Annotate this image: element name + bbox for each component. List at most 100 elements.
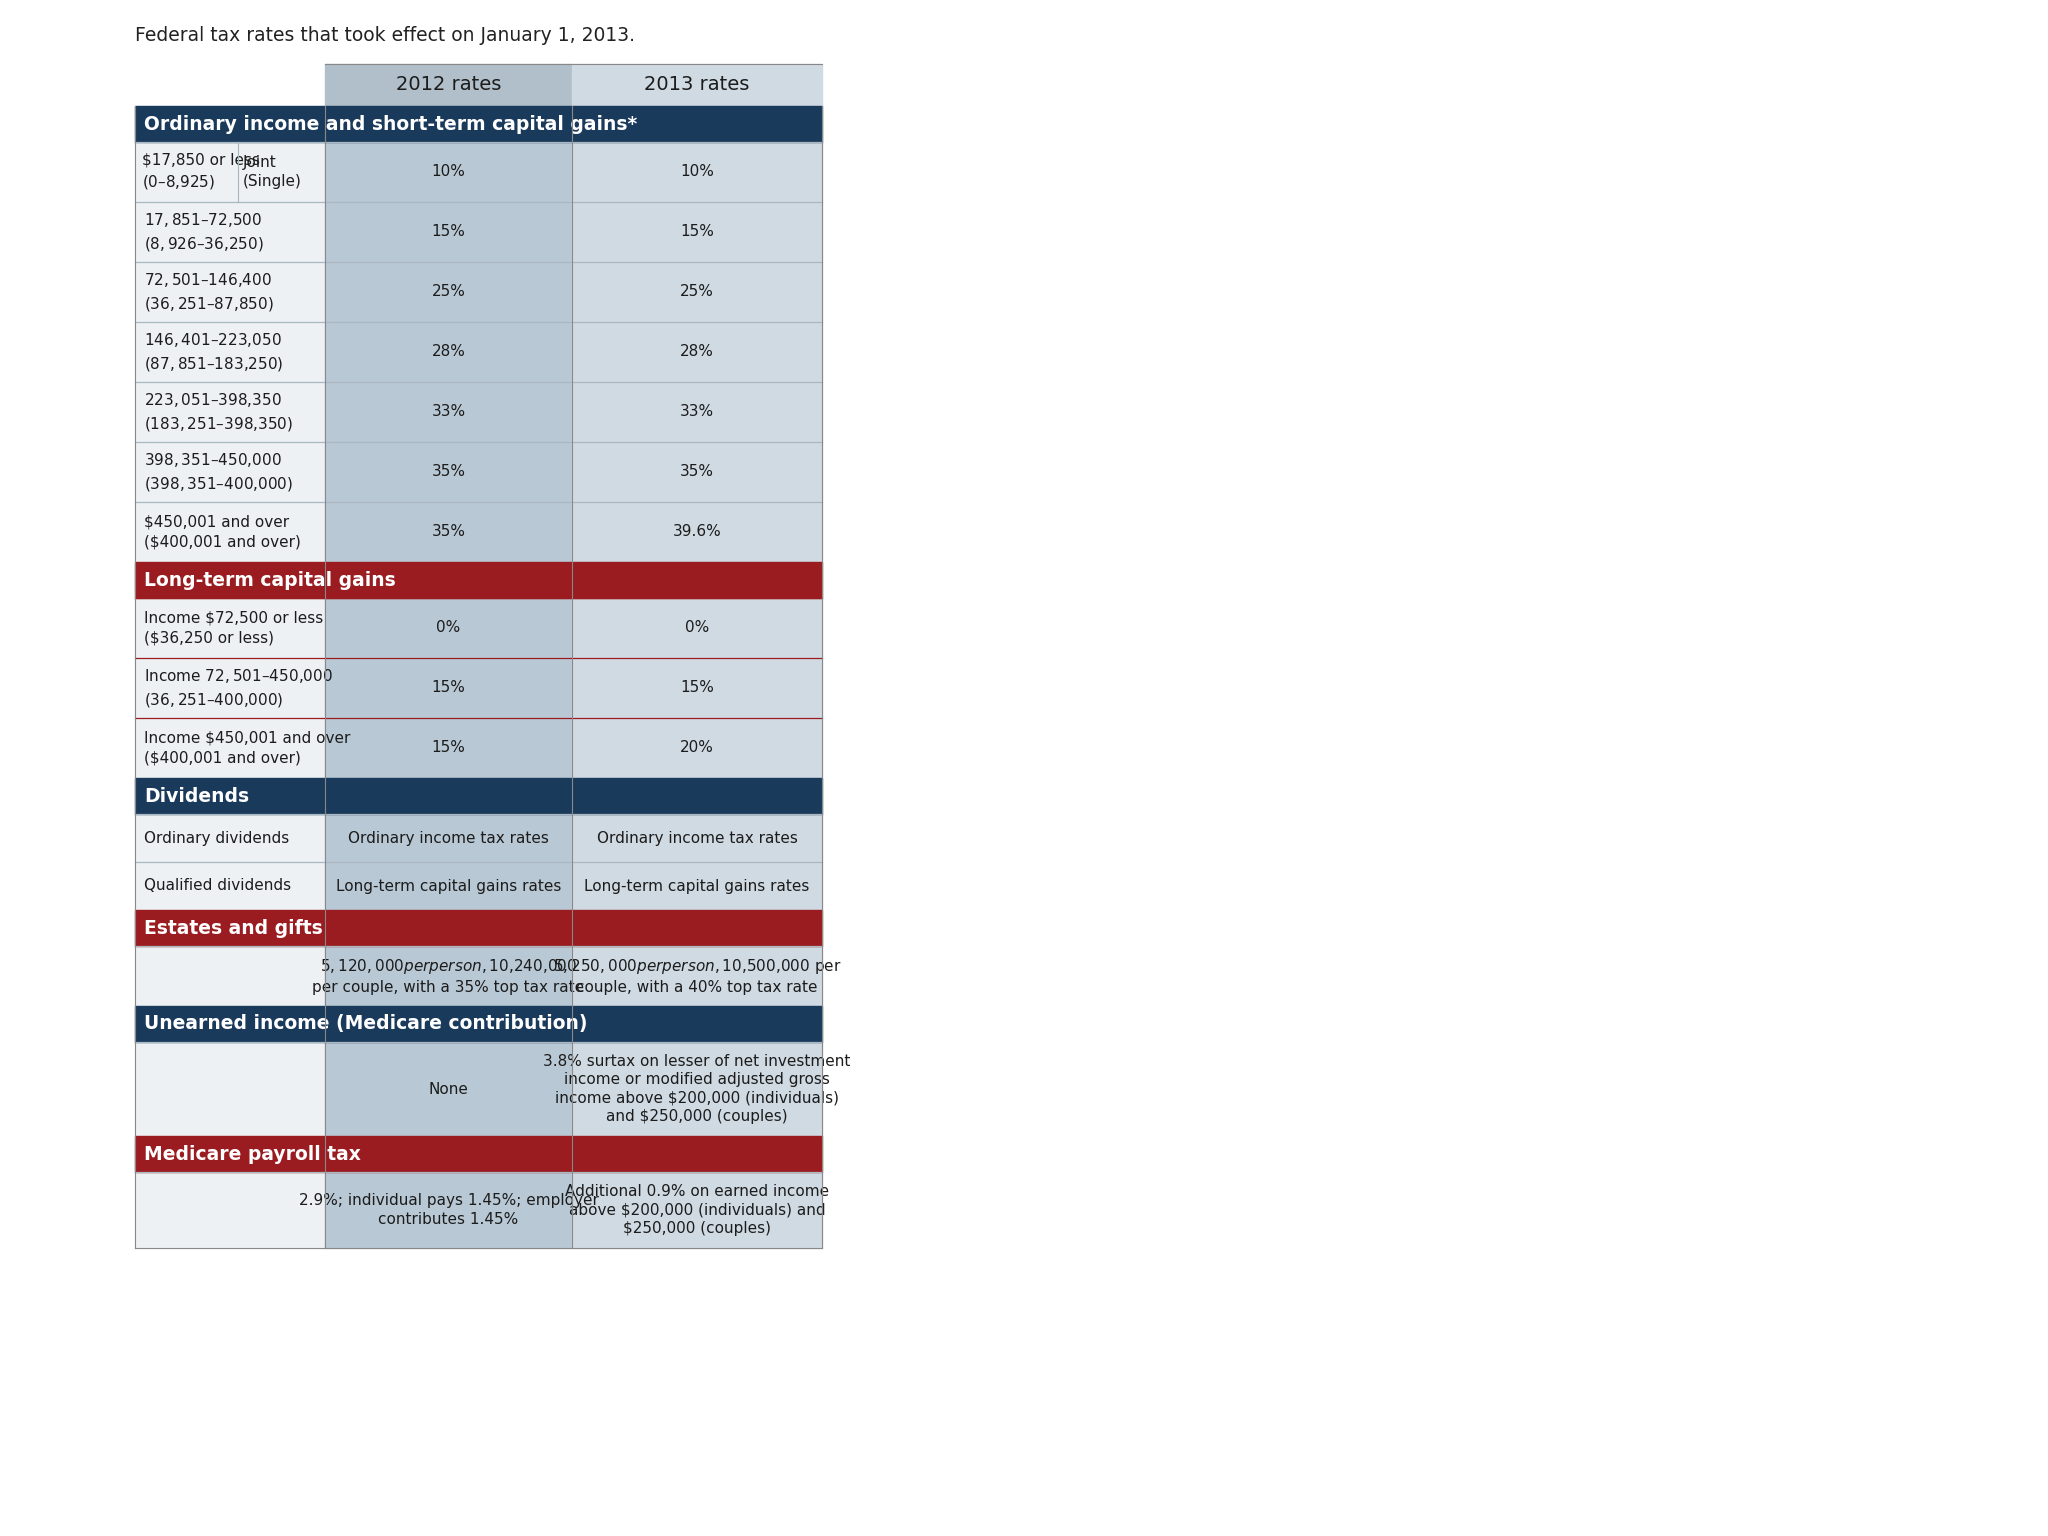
- Bar: [571, 1041, 821, 1137]
- Bar: [571, 946, 821, 1006]
- Text: 0%: 0%: [436, 621, 461, 636]
- Bar: [135, 862, 326, 909]
- Bar: [571, 323, 821, 382]
- Text: $223,051–$398,350
($183,251–$398,350): $223,051–$398,350 ($183,251–$398,350): [143, 392, 293, 433]
- Text: $398,351–$450,000
($398,351–$400,000): $398,351–$450,000 ($398,351–$400,000): [143, 452, 293, 493]
- Text: 35%: 35%: [432, 524, 465, 539]
- Bar: [135, 814, 326, 862]
- Bar: [326, 814, 571, 862]
- Text: Income $450,001 and over
($400,001 and over): Income $450,001 and over ($400,001 and o…: [143, 731, 350, 765]
- Bar: [135, 717, 326, 779]
- Bar: [326, 263, 571, 323]
- Text: Ordinary income tax rates: Ordinary income tax rates: [348, 831, 549, 845]
- Bar: [135, 1006, 821, 1041]
- Bar: [326, 657, 571, 717]
- Bar: [326, 65, 571, 106]
- Bar: [135, 1172, 326, 1247]
- Text: 15%: 15%: [432, 740, 465, 756]
- Bar: [571, 502, 821, 562]
- Text: 33%: 33%: [432, 404, 465, 419]
- Text: 15%: 15%: [432, 224, 465, 240]
- Text: 25%: 25%: [432, 284, 465, 300]
- Text: 0%: 0%: [684, 621, 709, 636]
- Bar: [326, 946, 571, 1006]
- Bar: [135, 1041, 326, 1137]
- Bar: [135, 1137, 821, 1172]
- Bar: [326, 1172, 571, 1247]
- Bar: [135, 598, 326, 657]
- Text: 15%: 15%: [432, 680, 465, 696]
- Text: 28%: 28%: [680, 344, 715, 359]
- Text: 2.9%; individual pays 1.45%; employer
contributes 1.45%: 2.9%; individual pays 1.45%; employer co…: [299, 1193, 598, 1227]
- Text: $17,850 or less
($0–$8,925): $17,850 or less ($0–$8,925): [141, 152, 260, 190]
- Bar: [135, 909, 821, 946]
- Text: Long-term capital gains: Long-term capital gains: [143, 570, 395, 590]
- Bar: [135, 382, 326, 442]
- Text: 15%: 15%: [680, 224, 715, 240]
- Bar: [571, 442, 821, 502]
- Bar: [571, 65, 821, 106]
- Bar: [135, 141, 326, 203]
- Bar: [326, 141, 571, 203]
- Text: 28%: 28%: [432, 344, 465, 359]
- Text: Additional 0.9% on earned income
above $200,000 (individuals) and
$250,000 (coup: Additional 0.9% on earned income above $…: [565, 1184, 829, 1236]
- Bar: [571, 203, 821, 263]
- Text: 2012 rates: 2012 rates: [395, 75, 502, 95]
- Bar: [571, 657, 821, 717]
- Text: Joint
(Single): Joint (Single): [242, 155, 301, 189]
- Bar: [326, 382, 571, 442]
- Bar: [135, 106, 821, 141]
- Bar: [135, 442, 326, 502]
- Bar: [326, 598, 571, 657]
- Bar: [571, 1172, 821, 1247]
- Text: $72,501–$146,400
($36,251–$87,850): $72,501–$146,400 ($36,251–$87,850): [143, 272, 274, 313]
- Text: Qualified dividends: Qualified dividends: [143, 879, 291, 894]
- Bar: [326, 717, 571, 779]
- Text: Ordinary income and short-term capital gains*: Ordinary income and short-term capital g…: [143, 115, 637, 134]
- Text: Long-term capital gains rates: Long-term capital gains rates: [584, 879, 809, 894]
- Bar: [571, 717, 821, 779]
- Bar: [135, 562, 821, 598]
- Bar: [571, 141, 821, 203]
- Text: 20%: 20%: [680, 740, 715, 756]
- Text: Medicare payroll tax: Medicare payroll tax: [143, 1144, 360, 1163]
- Text: 35%: 35%: [680, 464, 715, 479]
- Bar: [571, 263, 821, 323]
- Text: 35%: 35%: [432, 464, 465, 479]
- Bar: [135, 502, 326, 562]
- Text: 10%: 10%: [432, 164, 465, 180]
- Text: Long-term capital gains rates: Long-term capital gains rates: [336, 879, 561, 894]
- Bar: [135, 779, 821, 814]
- Text: $146,401–$223,050
($87,851–$183,250): $146,401–$223,050 ($87,851–$183,250): [143, 332, 283, 373]
- Text: Ordinary dividends: Ordinary dividends: [143, 831, 289, 845]
- Bar: [571, 862, 821, 909]
- Bar: [135, 657, 326, 717]
- Bar: [135, 323, 326, 382]
- Bar: [326, 203, 571, 263]
- Bar: [571, 598, 821, 657]
- Text: 10%: 10%: [680, 164, 715, 180]
- Text: Dividends: Dividends: [143, 786, 250, 805]
- Text: Income $72,501–$450,000
($36,251–$400,000): Income $72,501–$450,000 ($36,251–$400,00…: [143, 667, 334, 708]
- Text: Ordinary income tax rates: Ordinary income tax rates: [596, 831, 797, 845]
- Text: $450,001 and over
($400,001 and over): $450,001 and over ($400,001 and over): [143, 515, 301, 550]
- Text: Federal tax rates that took effect on January 1, 2013.: Federal tax rates that took effect on Ja…: [135, 26, 635, 45]
- Text: $5,250,000 per person, $10,500,000 per
couple, with a 40% top tax rate: $5,250,000 per person, $10,500,000 per c…: [553, 957, 842, 995]
- Bar: [135, 203, 326, 263]
- Bar: [326, 323, 571, 382]
- Text: 39.6%: 39.6%: [672, 524, 721, 539]
- Bar: [326, 862, 571, 909]
- Bar: [135, 946, 326, 1006]
- Text: 15%: 15%: [680, 680, 715, 696]
- Bar: [326, 442, 571, 502]
- Text: 3.8% surtax on lesser of net investment
income or modified adjusted gross
income: 3.8% surtax on lesser of net investment …: [543, 1054, 850, 1124]
- Bar: [326, 1041, 571, 1137]
- Text: 25%: 25%: [680, 284, 715, 300]
- Bar: [571, 382, 821, 442]
- Text: $5,120,000 per person, $10,240,000
per couple, with a 35% top tax rate: $5,120,000 per person, $10,240,000 per c…: [313, 957, 584, 995]
- Bar: [326, 502, 571, 562]
- Text: None: None: [428, 1081, 469, 1097]
- Bar: [571, 814, 821, 862]
- Bar: [135, 263, 326, 323]
- Text: 2013 rates: 2013 rates: [645, 75, 750, 95]
